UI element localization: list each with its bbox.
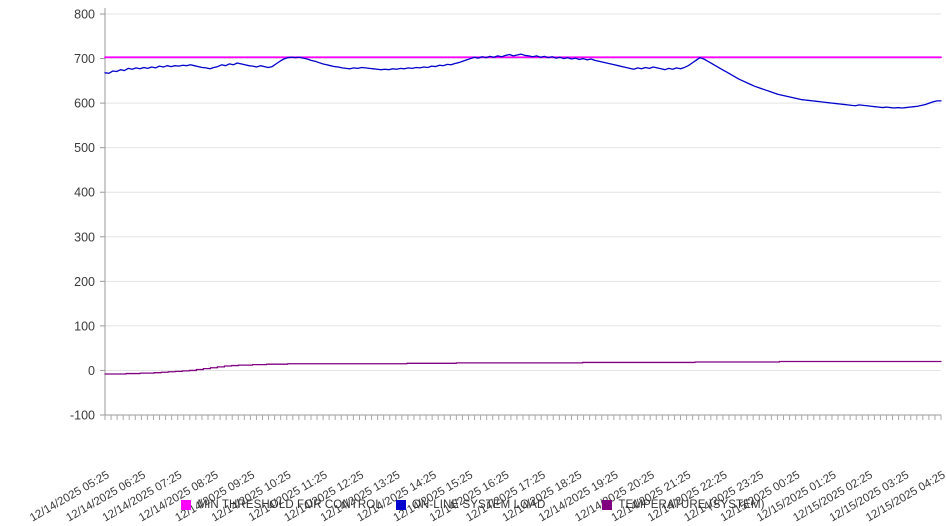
y-axis-tick-label: 100: [74, 319, 95, 333]
chart-legend: MIN THRESHOLD FOR CONTROL ON-LINE SYSTEM …: [0, 494, 946, 516]
legend-item[interactable]: ON-LINE SYSTEM LOAD: [395, 499, 546, 511]
legend-item-label: TEMPERATURE (SYSTEM): [618, 499, 765, 511]
y-axis-tick-label: 600: [74, 97, 95, 111]
legend-item[interactable]: TEMPERATURE (SYSTEM): [602, 499, 764, 511]
series-line-2: [104, 360, 942, 375]
y-axis-tick-label: 800: [74, 8, 95, 22]
legend-swatch-icon: [602, 500, 613, 510]
y-axis-tick-label: 300: [74, 230, 95, 244]
legend-item[interactable]: MIN THRESHOLD FOR CONTROL: [181, 499, 382, 511]
y-axis-tick-label: -100: [70, 409, 95, 423]
legend-swatch-icon: [181, 500, 192, 510]
y-axis-tick-label: 200: [74, 275, 95, 289]
y-axis-tick-label: 500: [74, 141, 95, 155]
y-axis-tick-label: 700: [74, 52, 95, 66]
y-axis-tick-label: 400: [74, 186, 95, 200]
legend-item-label: MIN THRESHOLD FOR CONTROL: [197, 499, 382, 511]
y-axis-tick-label: 0: [88, 364, 95, 378]
series-line-1: [104, 53, 942, 109]
legend-item-label: ON-LINE SYSTEM LOAD: [411, 499, 546, 511]
legend-swatch-icon: [395, 500, 406, 510]
